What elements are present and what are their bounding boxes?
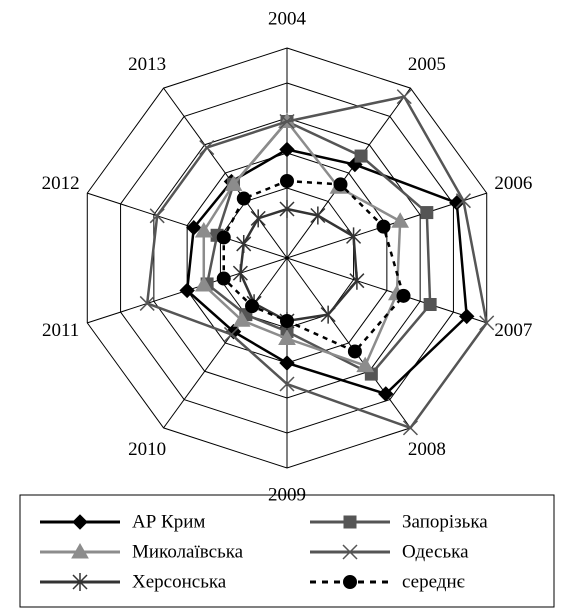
category-label: 2007 [494,320,532,341]
marker [280,174,294,188]
marker [279,355,295,371]
legend-label: Херсонська [132,571,227,592]
marker [186,220,202,236]
marker [420,206,434,220]
axis-spoke [286,87,411,259]
marker [179,282,195,299]
legend-entry: Херсонська [40,571,227,592]
category-label: 2010 [128,439,166,460]
legend-label: Одеська [402,541,469,562]
category-label: 2005 [408,54,446,75]
marker [72,573,88,591]
category-label: 2011 [42,320,79,341]
marker [279,113,295,130]
legend-box [19,494,555,608]
marker [216,230,231,245]
marker [279,141,295,158]
marker [236,234,252,253]
marker [279,200,295,218]
marker [378,386,394,402]
marker [72,514,88,530]
legend-label: АР Крим [132,511,205,532]
marker [342,544,358,560]
marker [347,344,362,359]
marker [71,542,89,559]
axis-spoke [286,257,411,429]
marker [320,305,336,324]
legend-label: середнє [402,571,465,592]
marker [194,221,213,238]
marker [194,276,213,292]
marker [232,264,248,283]
marker [346,227,362,246]
legend-entry: Одеська [310,541,469,562]
marker [449,195,465,211]
legend-entry: Запорізька [310,511,488,532]
marker [279,376,295,392]
marker [349,271,365,290]
marker [232,311,251,327]
marker [343,515,357,529]
marker [250,209,266,228]
marker [376,219,391,234]
marker [245,299,260,314]
legend-entry: АР Крим [40,511,205,532]
marker [356,356,375,373]
marker [280,314,294,328]
marker [223,326,239,342]
marker [278,329,296,345]
axis-spoke [163,257,288,429]
series-line [145,95,489,430]
legend-label: Запорізька [402,511,488,532]
marker [423,298,437,312]
axis-spoke [286,257,487,324]
marker [479,315,495,331]
marker [354,149,368,163]
legend-entry: середнє [310,571,465,592]
marker [455,193,471,209]
marker [149,208,165,224]
marker [343,575,357,589]
marker [402,420,418,436]
marker [199,140,215,156]
category-label: 2004 [268,8,307,29]
marker [216,271,231,286]
axis-spoke [163,87,288,259]
category-label: 2013 [128,54,166,75]
axis-spoke [87,192,288,259]
marker [391,212,410,228]
marker [396,288,411,303]
category-label: 2008 [408,439,446,460]
marker [333,177,348,192]
legend-label: Миколаївська [132,541,244,562]
marker [396,89,412,105]
marker [224,175,243,191]
marker [310,206,326,225]
legend-entry: Миколаївська [40,541,244,562]
category-label: 2012 [42,173,80,194]
marker [459,308,475,325]
category-label: 2006 [494,173,532,194]
marker [139,295,155,311]
marker [236,191,251,206]
